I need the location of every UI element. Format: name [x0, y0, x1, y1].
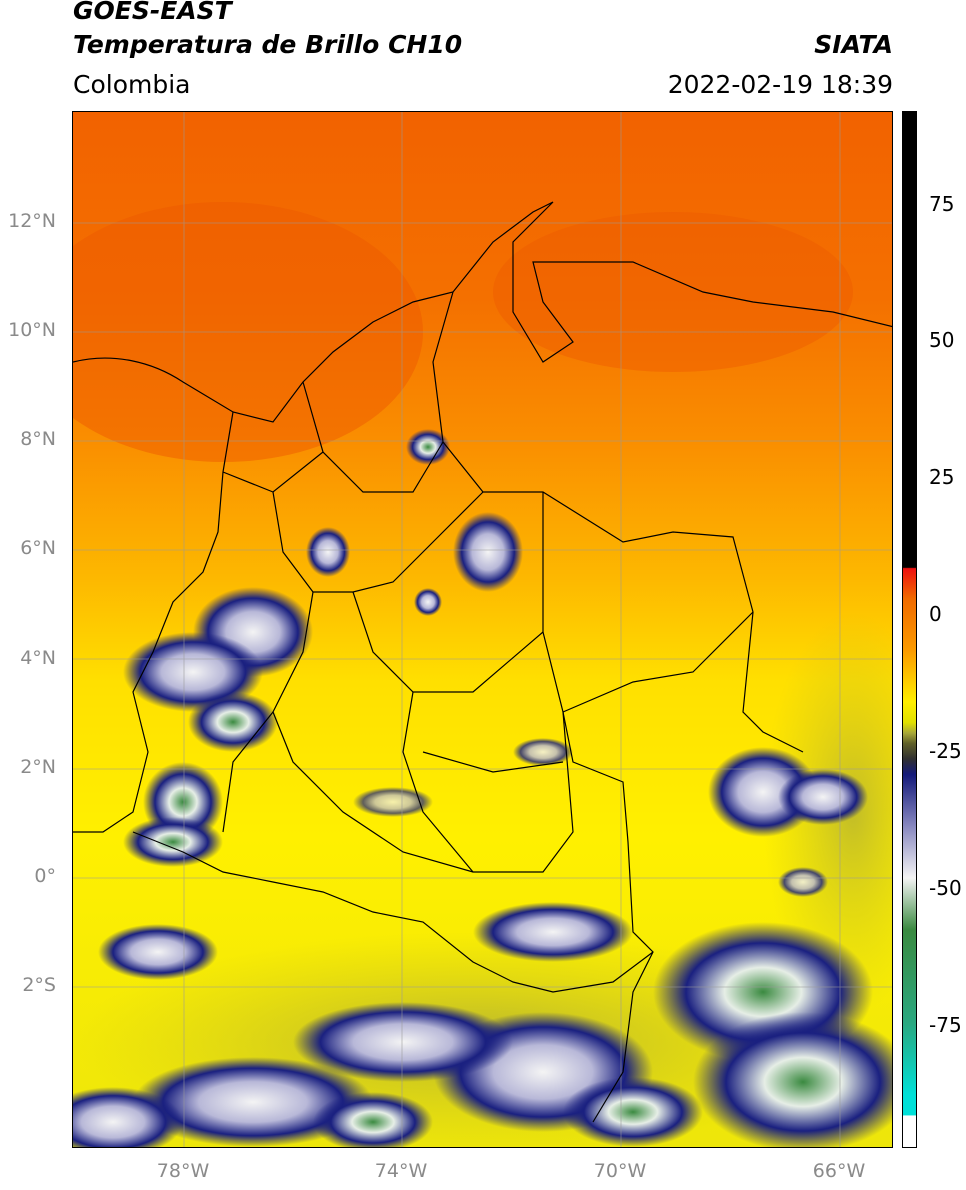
colorbar-tick: -25	[929, 739, 962, 763]
colorbar-tick: 0	[929, 602, 942, 626]
gridlines	[73, 112, 892, 1147]
map-canvas	[73, 112, 892, 1147]
lon-tick: 70°W	[593, 1160, 647, 1182]
cloud-systems	[73, 429, 892, 1147]
satellite-title: GOES-EAST	[73, 0, 232, 25]
colorbar	[902, 111, 917, 1148]
lat-tick: 12°N	[8, 210, 56, 232]
region-label: Colombia	[73, 70, 191, 99]
colorbar-tick: -75	[929, 1013, 962, 1037]
borders	[73, 201, 892, 1123]
lon-tick: 66°W	[812, 1160, 866, 1182]
datetime-label: 2022-02-19 18:39	[667, 70, 893, 99]
lon-tick: 78°W	[156, 1160, 210, 1182]
agency-label: SIATA	[814, 30, 893, 59]
colorbar-tick: 50	[929, 328, 955, 352]
colorbar-gradient	[903, 112, 916, 1147]
lat-tick: 8°N	[20, 428, 56, 450]
lat-tick: 2°S	[22, 974, 56, 996]
lat-tick: 6°N	[20, 537, 56, 559]
lat-tick: 4°N	[20, 647, 56, 669]
lon-tick: 74°W	[374, 1160, 428, 1182]
lat-tick: 2°N	[20, 756, 56, 778]
brightness-temperature-map	[72, 111, 893, 1148]
lat-tick: 10°N	[8, 319, 56, 341]
lat-tick: 0°	[34, 865, 56, 887]
colorbar-tick: 25	[929, 465, 955, 489]
product-title: Temperatura de Brillo CH10	[73, 30, 463, 59]
colorbar-tick: -50	[929, 876, 962, 900]
colorbar-tick: 75	[929, 192, 955, 216]
